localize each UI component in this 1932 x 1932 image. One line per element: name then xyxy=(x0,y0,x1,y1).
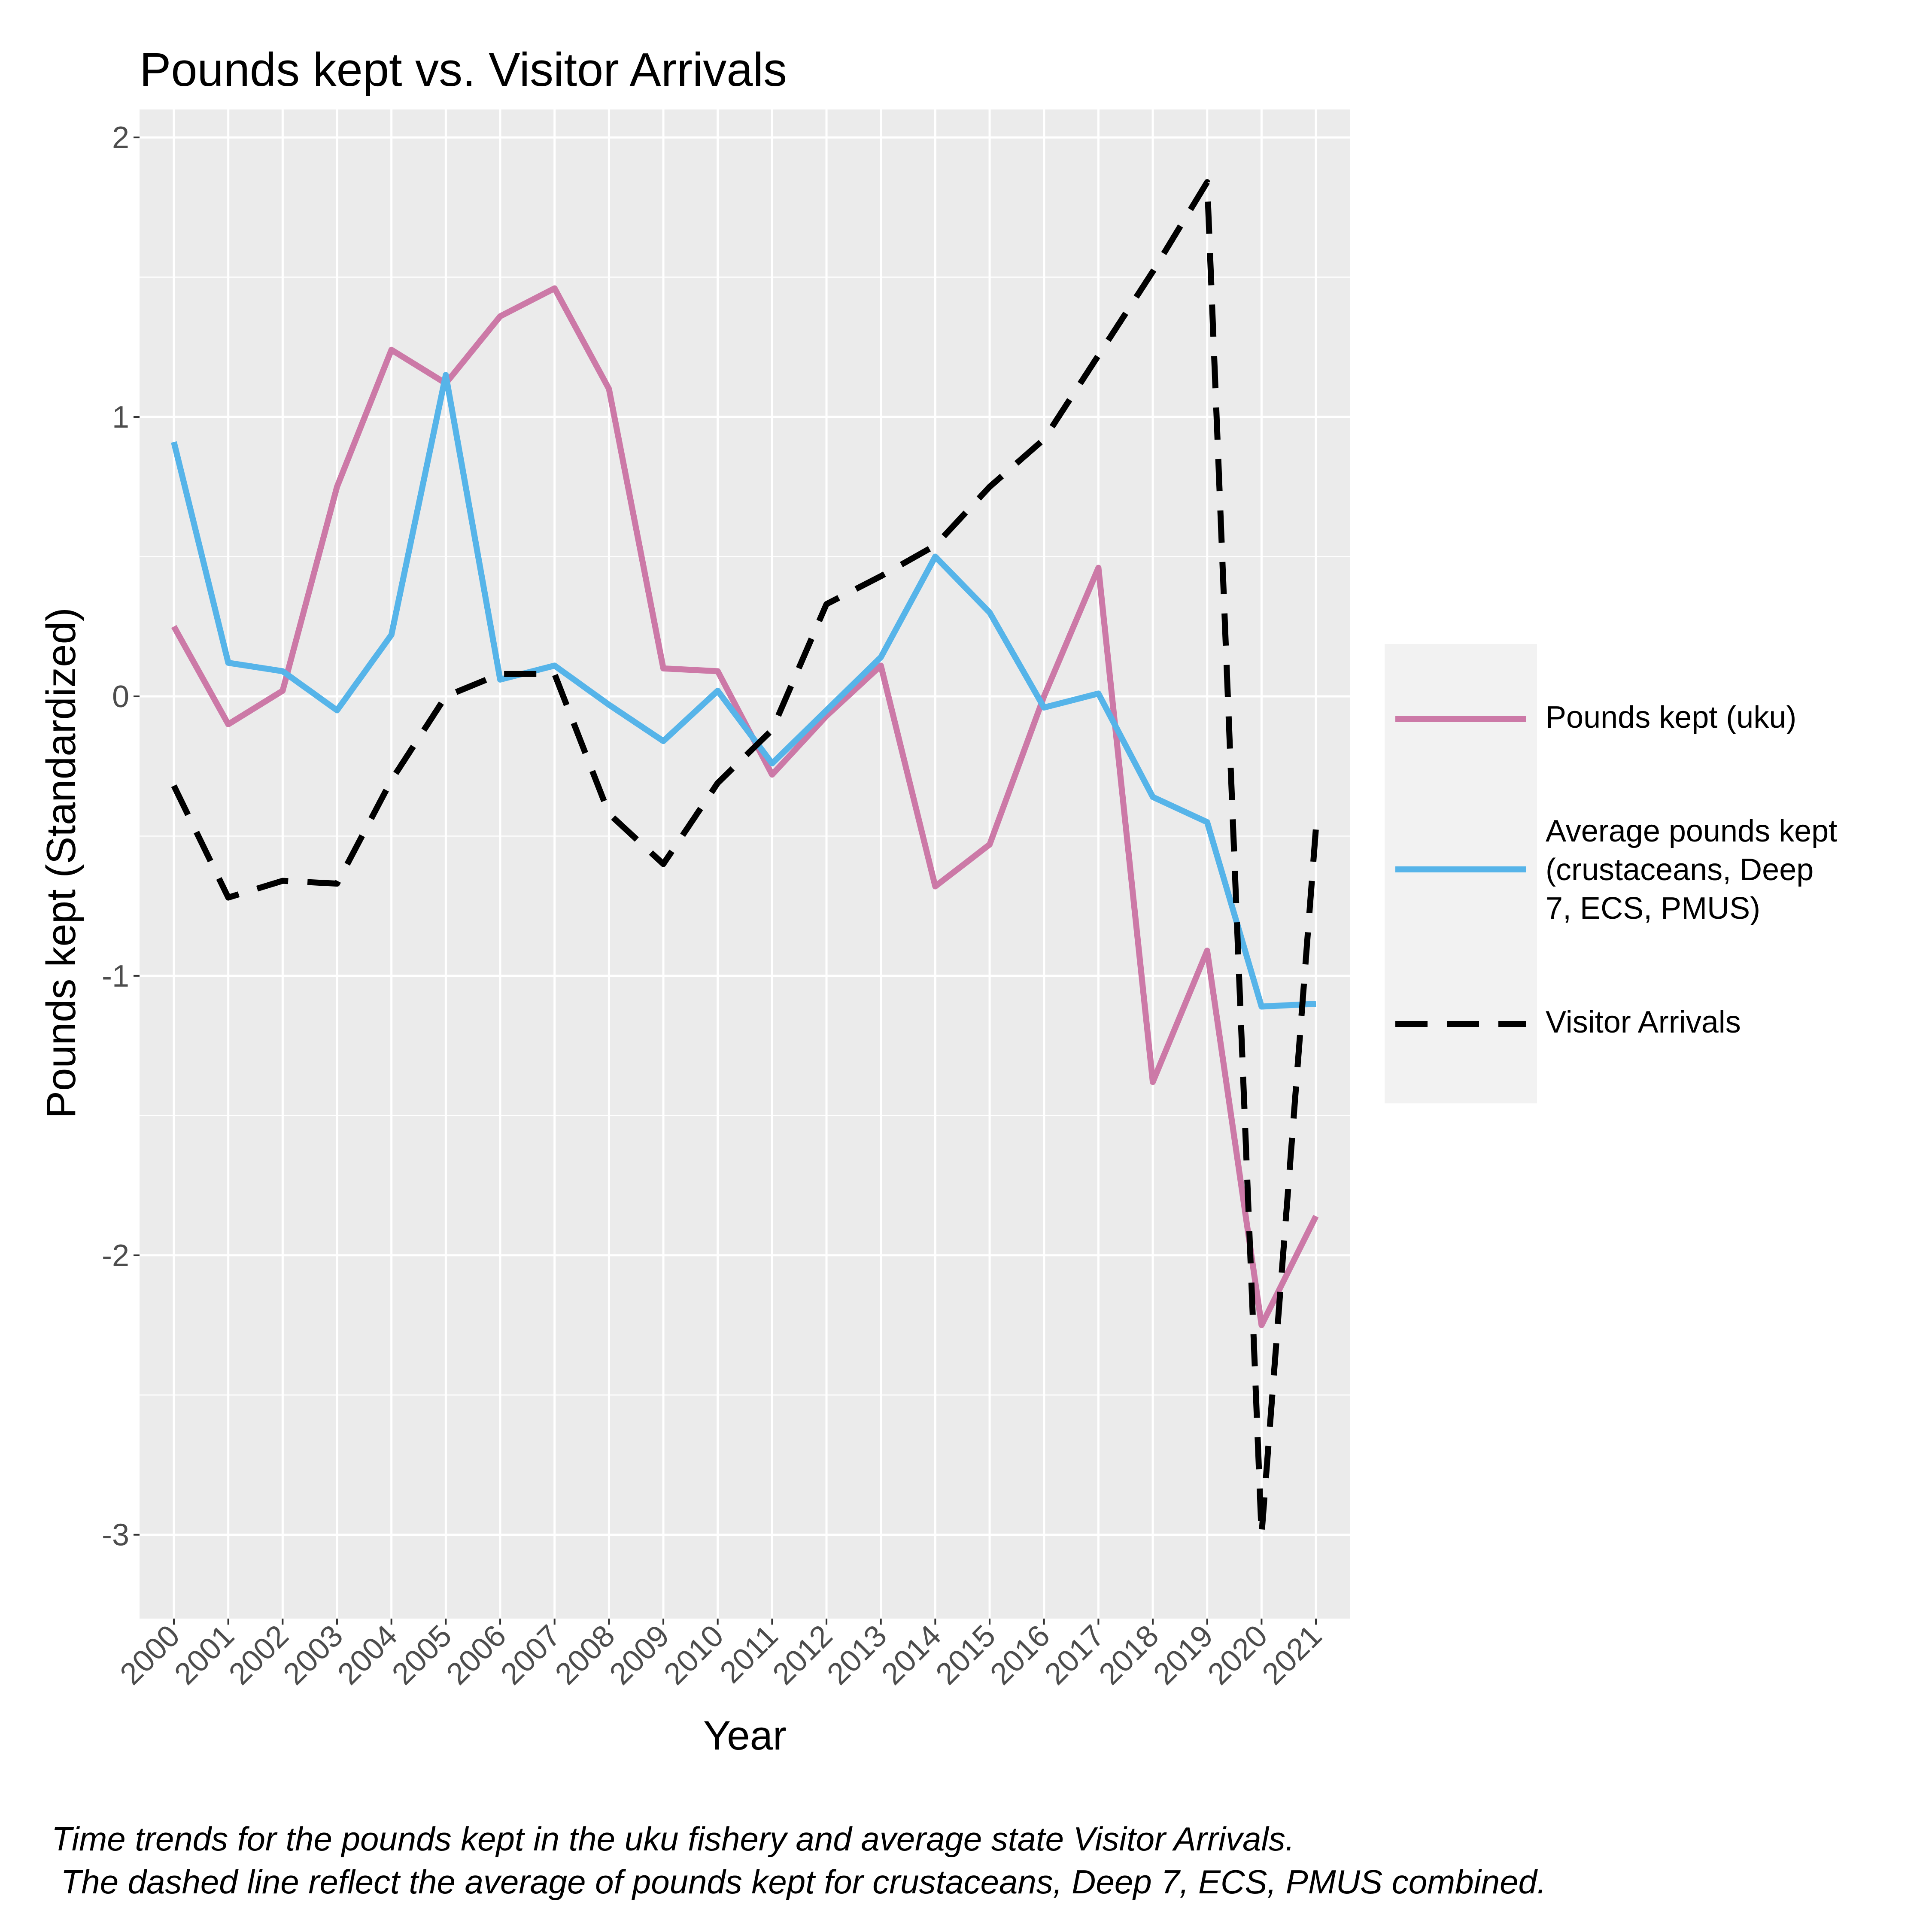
series-lines xyxy=(171,179,1319,1538)
series-line-3 xyxy=(171,179,1319,1538)
y-axis-title: Pounds kept (Standardized) xyxy=(38,608,84,1118)
y-axis-ticks: -3 -2 -1 0 1 2 xyxy=(102,121,140,1552)
legend: Pounds kept (uku) Average pounds kept (cru… xyxy=(1385,644,1837,1103)
grid-lines xyxy=(140,109,1350,1619)
legend-label-1: Pounds kept (uku) xyxy=(1546,700,1796,735)
caption-line-2: The dashed line reflect the average of p… xyxy=(52,1863,1546,1901)
plot-panel xyxy=(140,109,1350,1619)
legend-label-3: Visitor Arrivals xyxy=(1546,1005,1741,1039)
y-tick-label: 0 xyxy=(112,680,129,714)
legend-label-2: Average pounds kept (crustaceans, Deep 7, … xyxy=(1546,814,1837,926)
y-tick-label: 2 xyxy=(112,121,129,155)
y-tick-label: 1 xyxy=(112,400,129,434)
x-axis-title: Year xyxy=(703,1713,787,1759)
y-tick-label: -3 xyxy=(102,1518,129,1552)
series-line-2 xyxy=(171,372,1316,1010)
chart-title: Pounds kept vs. Visitor Arrivals xyxy=(140,43,787,96)
caption-line-1: Time trends for the pounds kept in the u… xyxy=(52,1820,1294,1858)
y-tick-label: -1 xyxy=(102,959,129,993)
y-tick-label: -2 xyxy=(102,1239,129,1273)
legend-background xyxy=(1385,644,1537,1103)
